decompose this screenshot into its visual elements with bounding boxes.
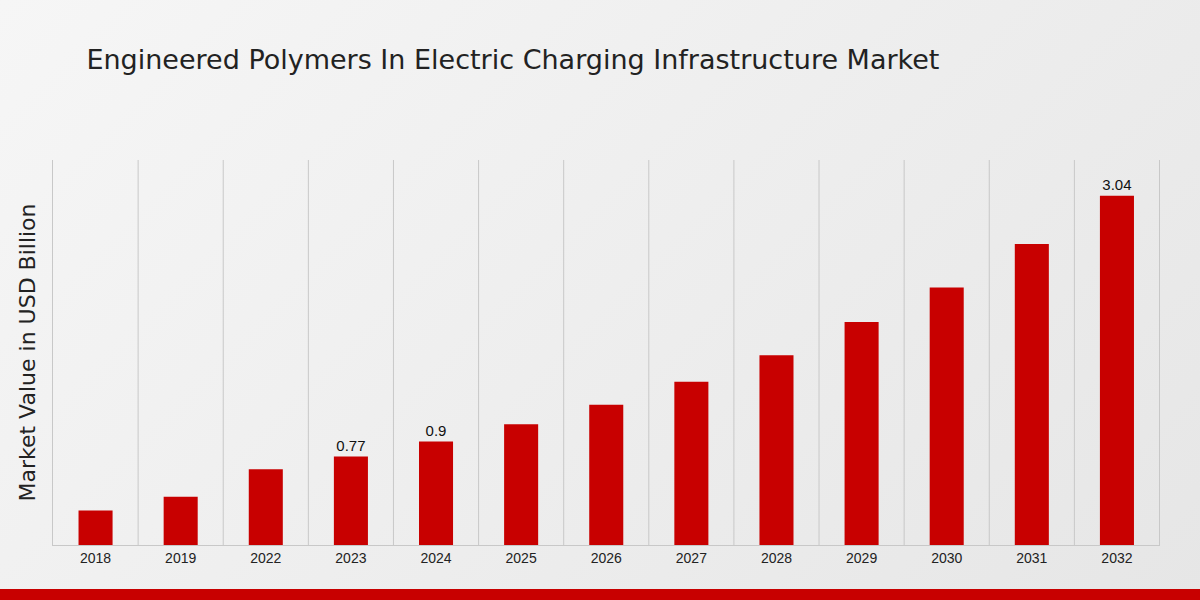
svg-text:0.77: 0.77 xyxy=(336,437,365,454)
svg-text:2025: 2025 xyxy=(506,550,537,566)
svg-text:2024: 2024 xyxy=(420,550,451,566)
svg-text:0.9: 0.9 xyxy=(426,422,447,439)
svg-text:2029: 2029 xyxy=(846,550,877,566)
svg-text:2022: 2022 xyxy=(250,550,281,566)
svg-text:3.04: 3.04 xyxy=(1102,176,1131,193)
svg-text:2030: 2030 xyxy=(931,550,962,566)
svg-text:2028: 2028 xyxy=(761,550,792,566)
svg-text:2026: 2026 xyxy=(591,550,622,566)
svg-text:2031: 2031 xyxy=(1016,550,1047,566)
svg-text:Market Value in USD Billion: Market Value in USD Billion xyxy=(15,203,40,501)
svg-text:2018: 2018 xyxy=(80,550,111,566)
svg-text:2023: 2023 xyxy=(335,550,366,566)
svg-text:2032: 2032 xyxy=(1101,550,1132,566)
svg-text:2027: 2027 xyxy=(676,550,707,566)
svg-text:Engineered Polymers In Electri: Engineered Polymers In Electric Charging… xyxy=(86,44,939,75)
svg-text:2019: 2019 xyxy=(165,550,196,566)
